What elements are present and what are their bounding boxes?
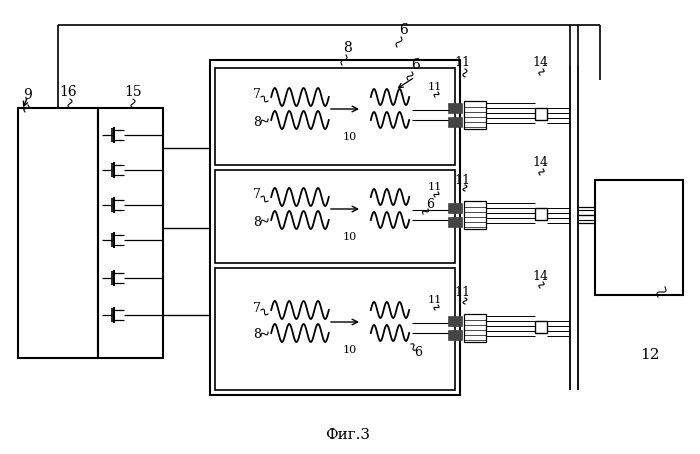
Bar (215, 268, 455, 390)
Text: 6: 6 (426, 198, 434, 212)
Text: 10: 10 (343, 345, 357, 355)
Text: Фиг.3: Фиг.3 (326, 428, 370, 442)
Bar (448, 316, 462, 326)
Text: 11: 11 (428, 82, 442, 92)
Text: 11: 11 (454, 56, 470, 69)
Text: 8: 8 (253, 329, 261, 341)
Text: 14: 14 (532, 270, 548, 282)
Text: 14: 14 (532, 157, 548, 169)
Text: 8: 8 (344, 41, 352, 55)
Bar (448, 330, 462, 340)
Text: 7: 7 (253, 301, 261, 315)
Bar (448, 217, 462, 227)
Text: 9: 9 (24, 88, 32, 102)
Bar (215, 170, 455, 263)
Text: 11: 11 (454, 173, 470, 187)
Bar (595, 180, 683, 295)
Bar (464, 201, 486, 229)
Bar (464, 101, 486, 129)
Bar (464, 314, 486, 342)
Text: 16: 16 (60, 85, 77, 99)
Text: 6: 6 (414, 346, 422, 360)
Text: 12: 12 (640, 348, 659, 362)
Text: 7: 7 (253, 89, 261, 102)
Text: 10: 10 (343, 132, 357, 142)
Text: 10: 10 (343, 232, 357, 242)
Text: 11: 11 (454, 286, 470, 300)
Text: 14: 14 (532, 56, 548, 69)
Text: 7: 7 (253, 188, 261, 202)
Bar (448, 203, 462, 213)
Text: 11: 11 (428, 295, 442, 305)
Bar (535, 108, 547, 120)
Bar (215, 68, 455, 165)
Text: 11: 11 (428, 182, 442, 192)
Bar (98, 108, 163, 358)
Bar (448, 117, 462, 127)
Text: 15: 15 (124, 85, 142, 99)
Bar (448, 103, 462, 113)
Text: 6: 6 (398, 23, 407, 37)
Bar (535, 321, 547, 333)
Bar (210, 60, 460, 395)
Bar (18, 108, 98, 358)
Text: 6: 6 (411, 58, 419, 72)
Text: 8: 8 (253, 216, 261, 228)
Text: 8: 8 (253, 115, 261, 128)
Bar (535, 208, 547, 220)
